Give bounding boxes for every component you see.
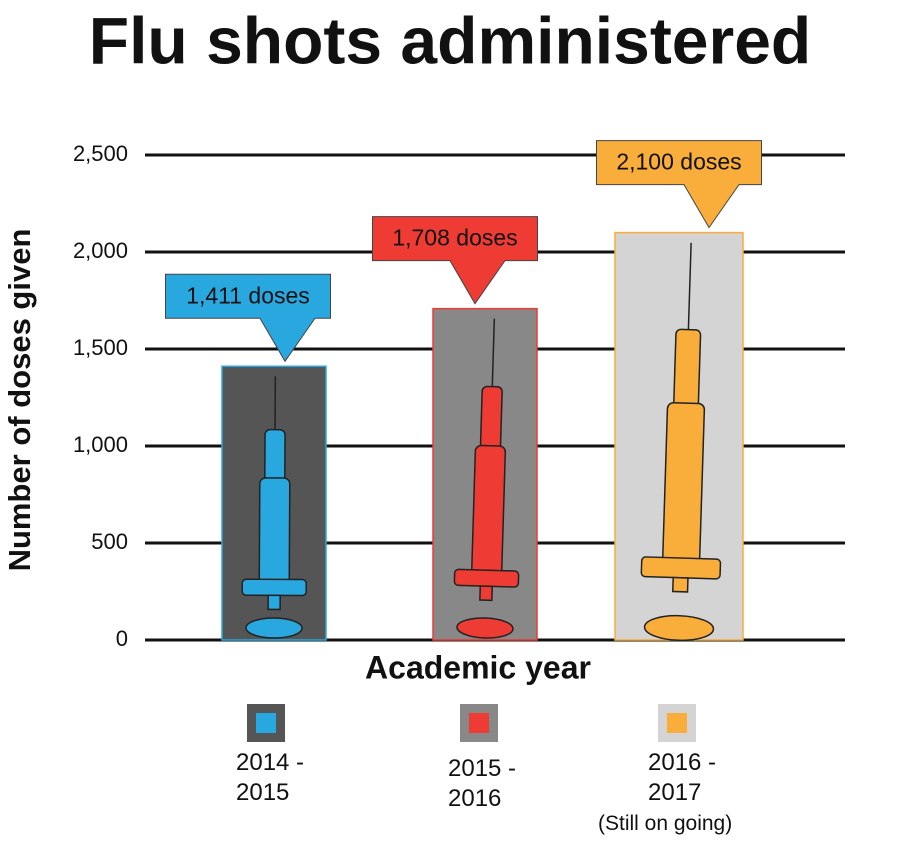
- legend-swatch-inner: [667, 713, 687, 733]
- legend-label: 2016 - 2017: [648, 749, 717, 806]
- flange: [241, 578, 307, 597]
- y-tick-label: 1,000: [73, 432, 128, 457]
- y-tick-label: 2,500: [73, 141, 128, 166]
- barrel: [661, 402, 706, 567]
- y-tick-label: 1,500: [73, 335, 128, 360]
- y-tick-label: 0: [116, 626, 128, 651]
- chart-title: Flu shots administered: [89, 3, 811, 77]
- annotation: (Still on going): [598, 812, 733, 835]
- callout: [372, 216, 538, 305]
- value-label: 1,708 doses: [392, 225, 517, 251]
- plunger-head: [245, 617, 303, 639]
- callout: [596, 140, 762, 229]
- barrel: [258, 477, 291, 586]
- syringe-icon: [453, 318, 520, 639]
- plunger-head: [456, 617, 514, 639]
- legend-swatch-inner: [469, 713, 489, 733]
- y-axis-label: Number of doses given: [2, 229, 37, 572]
- legend-label: 2015 - 2016: [448, 755, 517, 812]
- plunger-head: [643, 614, 715, 642]
- legend-label: 2014 - 2015: [236, 749, 305, 806]
- x-axis-label: Academic year: [365, 649, 591, 685]
- plunger: [479, 585, 494, 602]
- flange: [453, 568, 520, 588]
- barrel: [470, 444, 507, 578]
- syringe-icon: [241, 376, 307, 639]
- plunger: [267, 594, 281, 611]
- plunger: [671, 576, 689, 593]
- flange: [640, 556, 722, 580]
- needle: [491, 318, 496, 387]
- syringe-icon: [640, 242, 722, 642]
- legend-swatch-inner: [256, 713, 276, 733]
- y-tick-label: 500: [91, 529, 128, 554]
- callout: [165, 273, 331, 363]
- needle: [687, 242, 692, 330]
- value-label: 1,411 doses: [186, 282, 310, 308]
- y-tick-label: 2,000: [73, 238, 128, 263]
- value-label: 2,100 doses: [616, 149, 741, 175]
